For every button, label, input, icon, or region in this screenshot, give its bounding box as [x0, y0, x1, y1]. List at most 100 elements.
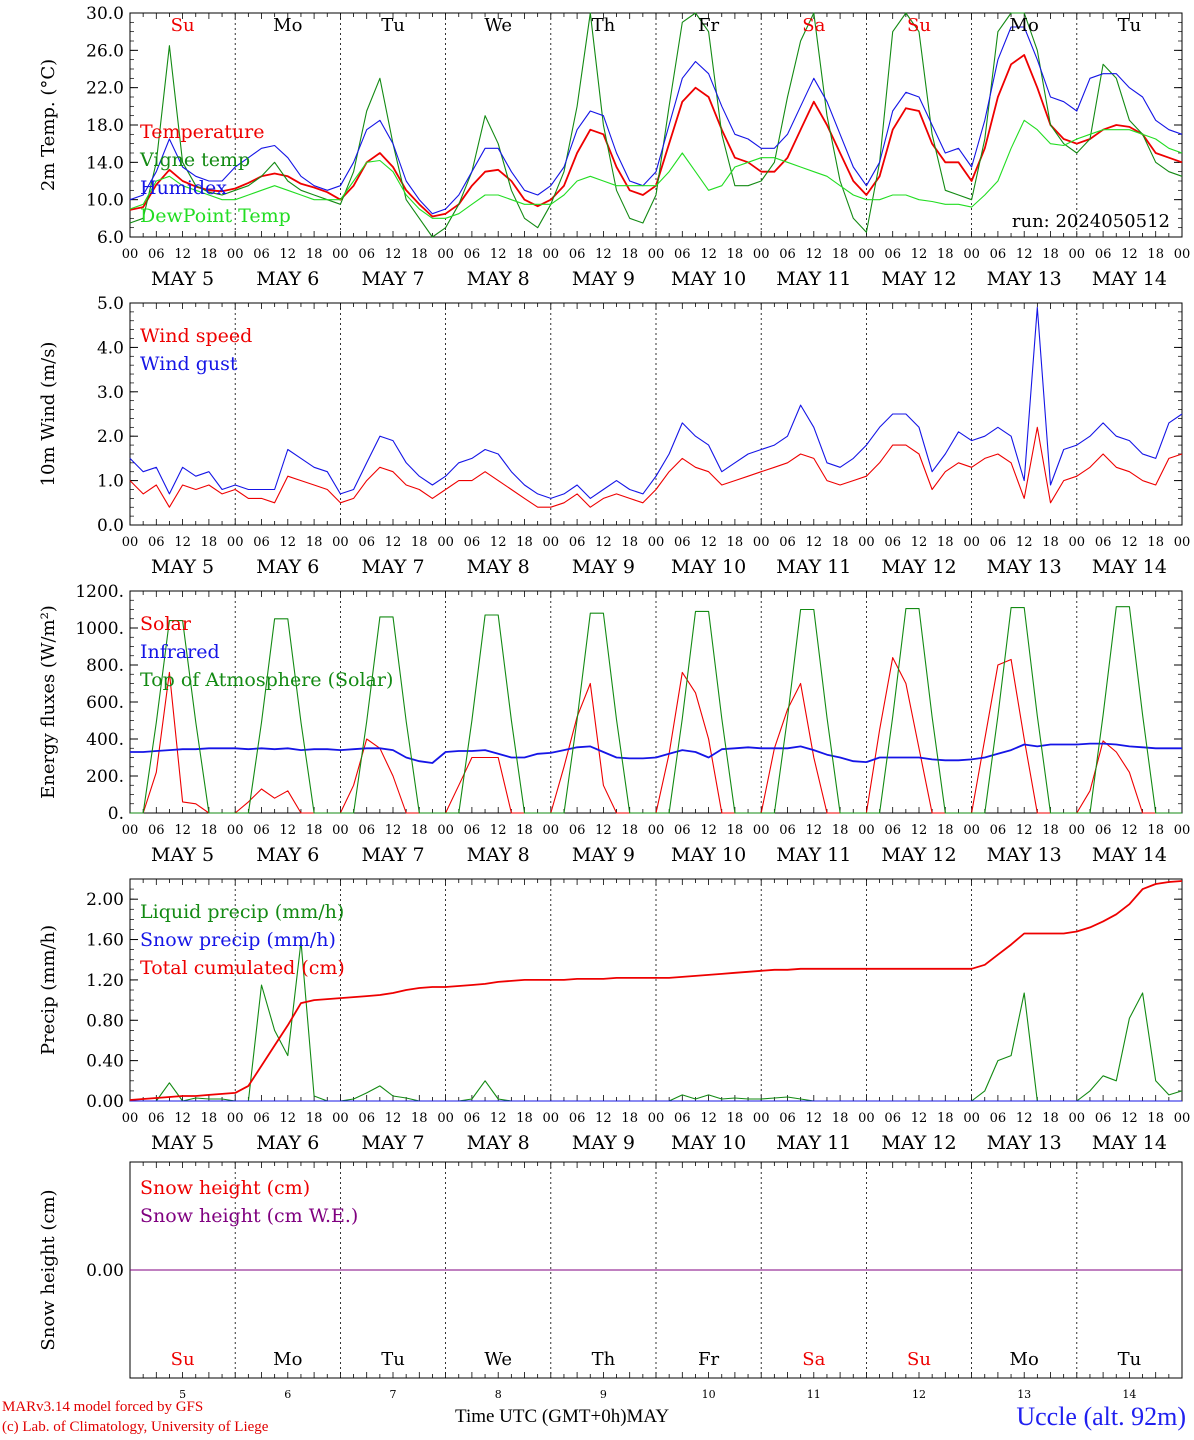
date-label: MAY 10 [671, 556, 746, 578]
y-tick-label: 14.0 [86, 153, 124, 173]
series-line-dewpoint-temp [129, 119, 1183, 219]
date-label: MAY 11 [776, 1132, 851, 1154]
date-label: MAY 8 [467, 556, 530, 578]
hour-label: 12 [490, 247, 507, 262]
hour-label: 18 [1147, 823, 1164, 838]
hour-label: 18 [621, 535, 638, 550]
hour-label: 12 [700, 1111, 717, 1126]
date-label: MAY 10 [671, 268, 746, 290]
hour-label: 12 [806, 1111, 823, 1126]
day-number: 7 [390, 1388, 397, 1401]
hour-label: 18 [1042, 1111, 1059, 1126]
y-axis-label: Precip (mm/h) [38, 925, 59, 1055]
hour-label: 12 [280, 1111, 297, 1126]
day-name: Su [907, 1349, 931, 1370]
y-axis-label: Snow height (cm) [38, 1189, 59, 1350]
legend-entry: Vigne temp [139, 149, 250, 171]
hour-label: 18 [727, 535, 744, 550]
date-label: MAY 7 [361, 268, 424, 290]
hour-label: 12 [911, 535, 928, 550]
hour-label: 06 [148, 1111, 165, 1126]
hour-label: 00 [437, 535, 454, 550]
y-tick-label: 0.80 [86, 1011, 124, 1031]
hour-label: 06 [990, 1111, 1007, 1126]
y-tick-label: 0.00 [86, 1261, 124, 1281]
date-label: MAY 6 [256, 1132, 319, 1154]
hour-label: 18 [1042, 247, 1059, 262]
hour-label: 18 [832, 247, 849, 262]
hour-label: 06 [779, 247, 796, 262]
y-tick-label: 4.0 [97, 338, 124, 358]
series-line-humidex [129, 26, 1183, 215]
y-tick-label: 0.00 [86, 1092, 124, 1112]
legend-entry: Temperature [140, 121, 264, 143]
y-tick-label: 1.0 [97, 472, 124, 492]
hour-label: 18 [306, 1111, 323, 1126]
day-name: Mo [1010, 15, 1039, 36]
day-name: We [484, 1349, 512, 1370]
hour-label: 12 [1016, 535, 1033, 550]
hour-label: 00 [1174, 535, 1191, 550]
hour-label: 12 [1016, 1111, 1033, 1126]
y-axis-label: 2m Temp. (°C) [38, 59, 59, 191]
hour-label: 06 [779, 535, 796, 550]
hour-label: 00 [648, 535, 665, 550]
legend-entry: Infrared [140, 641, 220, 663]
hour-label: 18 [411, 535, 428, 550]
day-name: Tu [1118, 15, 1142, 36]
hour-label: 06 [253, 823, 270, 838]
hour-label: 18 [1147, 247, 1164, 262]
date-label: MAY 8 [467, 844, 530, 866]
hour-label: 00 [1174, 823, 1191, 838]
hour-label: 00 [648, 247, 665, 262]
day-name: Tu [381, 15, 405, 36]
y-tick-label: 5.0 [97, 294, 124, 314]
hour-label: 06 [884, 1111, 901, 1126]
hour-label: 00 [227, 247, 244, 262]
hour-label: 06 [674, 1111, 691, 1126]
date-label: MAY 14 [1092, 556, 1167, 578]
series-line-wind-speed [129, 426, 1183, 508]
hour-label: 06 [253, 1111, 270, 1126]
hour-label: 18 [411, 823, 428, 838]
hour-label: 00 [1069, 535, 1086, 550]
hour-label: 12 [595, 535, 612, 550]
hour-label: 00 [437, 823, 454, 838]
date-label: MAY 6 [256, 556, 319, 578]
hour-label: 00 [648, 823, 665, 838]
date-label: MAY 12 [881, 844, 956, 866]
day-name: Su [171, 1349, 195, 1370]
hour-label: 12 [174, 247, 191, 262]
day-name: Tu [1118, 1349, 1142, 1370]
hour-label: 12 [1121, 535, 1138, 550]
hour-label: 18 [1147, 1111, 1164, 1126]
hour-label: 12 [385, 1111, 402, 1126]
hour-label: 18 [1042, 823, 1059, 838]
hour-label: 00 [227, 823, 244, 838]
date-label: MAY 10 [671, 1132, 746, 1154]
hour-label: 06 [674, 823, 691, 838]
y-tick-label: 6.0 [97, 228, 124, 248]
hour-label: 06 [464, 247, 481, 262]
hour-label: 00 [227, 1111, 244, 1126]
date-label: MAY 14 [1092, 1132, 1167, 1154]
hour-label: 12 [1121, 247, 1138, 262]
day-name: Th [592, 15, 616, 36]
credit-line-1: MARv3.14 model forced by GFS [2, 1399, 204, 1415]
day-name: Mo [1010, 1349, 1039, 1370]
hour-label: 18 [937, 247, 954, 262]
hour-label: 06 [1095, 247, 1112, 262]
legend-entry: Snow height (cm W.E.) [140, 1205, 358, 1227]
y-tick-label: 0. [108, 804, 124, 824]
y-axis-label: Energy fluxes (W/m²) [38, 605, 59, 799]
hour-label: 12 [595, 247, 612, 262]
hour-label: 18 [937, 823, 954, 838]
date-label: MAY 9 [572, 268, 635, 290]
day-number: 9 [600, 1388, 607, 1401]
date-label: MAY 11 [776, 844, 851, 866]
date-label: MAY 6 [256, 844, 319, 866]
hour-label: 00 [543, 823, 560, 838]
date-label: MAY 5 [151, 1132, 214, 1154]
legend-entry: Wind gust [140, 353, 238, 375]
hour-label: 06 [358, 535, 375, 550]
